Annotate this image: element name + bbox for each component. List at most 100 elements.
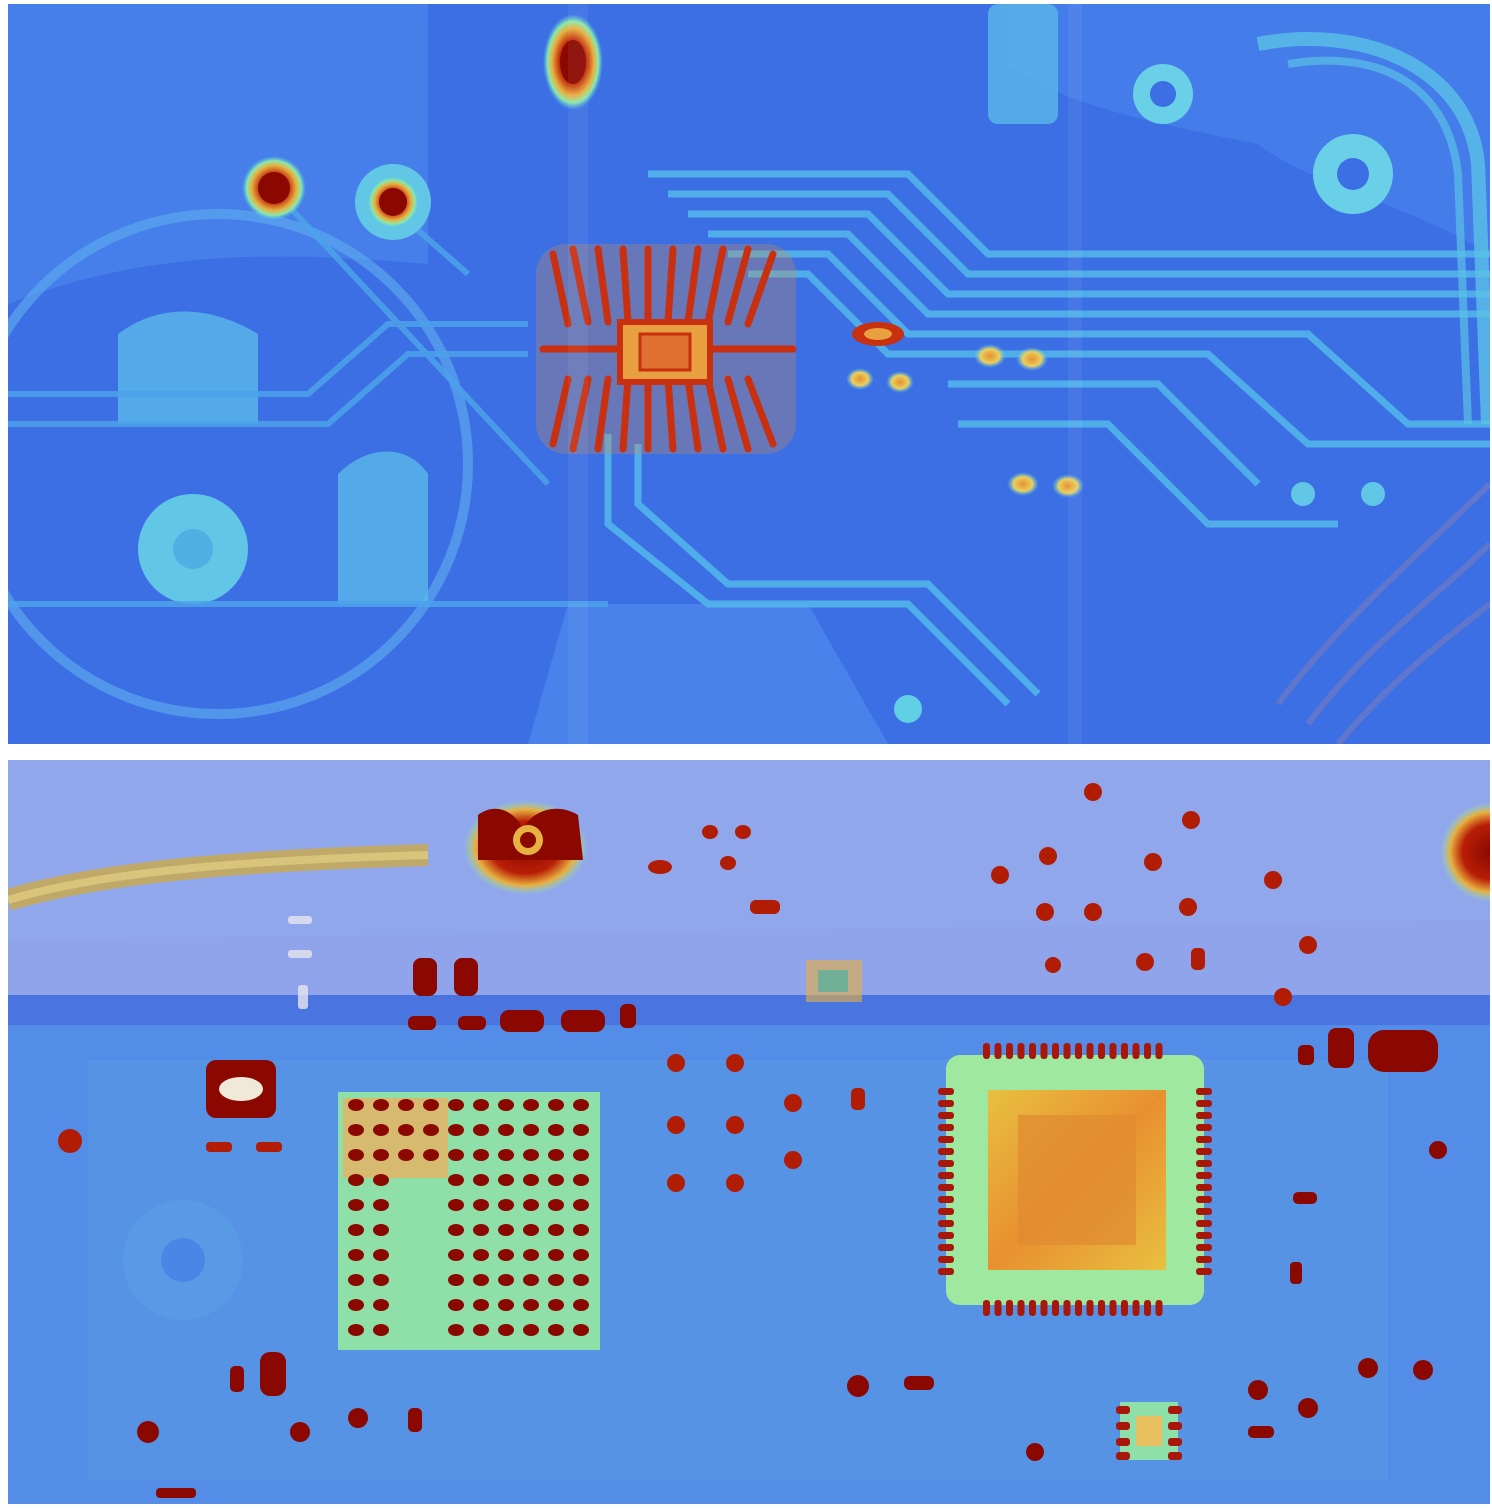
qfp-pin: [1196, 1088, 1212, 1095]
qfp-pin: [1155, 1300, 1163, 1316]
bga-ball: [548, 1199, 564, 1211]
qfp-pin: [1196, 1208, 1212, 1215]
bga-ball: [373, 1149, 389, 1161]
qfp-pin: [1196, 1244, 1212, 1251]
qfp-pin: [1063, 1043, 1071, 1059]
qfp-pin: [1196, 1148, 1212, 1155]
qfp-pin: [1017, 1043, 1025, 1059]
bga-ball: [348, 1149, 364, 1161]
qfp-pin: [1196, 1160, 1212, 1167]
bga-ball: [423, 1149, 439, 1161]
bga-ball: [498, 1124, 514, 1136]
qfp-pin: [938, 1256, 954, 1263]
bga-ball: [573, 1224, 589, 1236]
qfp-pin: [1196, 1172, 1212, 1179]
bga-ball: [448, 1299, 464, 1311]
qfp-pin: [1196, 1232, 1212, 1239]
bga-ball: [498, 1249, 514, 1261]
qfp-pin: [938, 1100, 954, 1107]
bga-ball: [573, 1249, 589, 1261]
qfp-pin: [1196, 1184, 1212, 1191]
thermal-map-pcb-bottom: [8, 760, 1490, 1504]
qfp-pin: [1063, 1300, 1071, 1316]
bga-ball: [373, 1274, 389, 1286]
qfp-pin: [1121, 1300, 1128, 1316]
bga-ball: [523, 1324, 539, 1336]
qfp-pin: [1006, 1043, 1013, 1059]
qfp-pin: [1196, 1136, 1212, 1143]
bga-ball: [473, 1124, 489, 1136]
qfp-pin: [1109, 1300, 1117, 1316]
bga-ball: [523, 1249, 539, 1261]
bga-ball: [473, 1299, 489, 1311]
qfp-pin: [1086, 1300, 1094, 1316]
bga-ball: [448, 1199, 464, 1211]
bga-ball: [448, 1324, 464, 1336]
bga-ball: [423, 1124, 439, 1136]
qfp-pin: [983, 1043, 990, 1059]
qfp-pin: [1196, 1268, 1212, 1275]
pcb-bottom-image: [8, 760, 1490, 1504]
qfp-pin: [1121, 1043, 1128, 1059]
qfp-pin: [938, 1208, 954, 1215]
qfp-pin: [1006, 1300, 1013, 1316]
bga-ball: [498, 1224, 514, 1236]
qfp-pin: [938, 1124, 954, 1131]
bga-ball: [448, 1174, 464, 1186]
bga-ball: [573, 1099, 589, 1111]
bga-ball: [523, 1199, 539, 1211]
qfp-pin: [1098, 1043, 1105, 1059]
bga-ball: [573, 1149, 589, 1161]
pcb-top-image: [8, 4, 1490, 744]
bga-ball: [548, 1249, 564, 1261]
bga-ball: [398, 1099, 414, 1111]
qfp-pin: [1196, 1256, 1212, 1263]
bga-ball: [348, 1174, 364, 1186]
qfp-pin: [1086, 1043, 1094, 1059]
bga-ball: [498, 1199, 514, 1211]
qfp-pin: [1196, 1220, 1212, 1227]
qfp-pin: [938, 1196, 954, 1203]
bga-ball: [548, 1224, 564, 1236]
qfp-pin: [938, 1268, 954, 1275]
bga-ball: [473, 1224, 489, 1236]
bga-ball: [473, 1249, 489, 1261]
bga-ball: [548, 1274, 564, 1286]
bga-ball: [548, 1149, 564, 1161]
bga-ball: [523, 1099, 539, 1111]
bga-ball: [548, 1124, 564, 1136]
bga-ball: [523, 1149, 539, 1161]
bga-ball: [423, 1099, 439, 1111]
bga-ball: [398, 1149, 414, 1161]
qfp-pin: [1029, 1043, 1036, 1059]
qfp-pin: [1017, 1300, 1025, 1316]
qfp-pin: [1196, 1124, 1212, 1131]
bga-ball: [448, 1124, 464, 1136]
hot-ic-top: [536, 244, 797, 454]
qfp-pin: [1196, 1100, 1212, 1107]
thermal-map-pcb-top: [8, 4, 1490, 744]
bga-ball: [498, 1149, 514, 1161]
bga-ball: [523, 1224, 539, 1236]
hot-connector: [463, 800, 588, 895]
bga-ball: [573, 1124, 589, 1136]
qfp-pin: [938, 1160, 954, 1167]
bga-ball: [523, 1124, 539, 1136]
bga-ball: [498, 1174, 514, 1186]
bga-ball: [448, 1274, 464, 1286]
qfp-pin: [1040, 1043, 1048, 1059]
bga-ball: [448, 1249, 464, 1261]
qfp-pin: [1109, 1043, 1117, 1059]
qfp-pin: [1052, 1043, 1059, 1059]
bga-ball: [498, 1299, 514, 1311]
bga-ball: [573, 1274, 589, 1286]
bga-ball: [348, 1124, 364, 1136]
bga-ball: [348, 1299, 364, 1311]
qfp-pin: [938, 1112, 954, 1119]
bga-ball: [448, 1224, 464, 1236]
bga-ball: [348, 1274, 364, 1286]
qfp-pin: [1144, 1043, 1151, 1059]
bga-ball: [473, 1199, 489, 1211]
bga-ball: [348, 1199, 364, 1211]
bga-ball: [523, 1299, 539, 1311]
